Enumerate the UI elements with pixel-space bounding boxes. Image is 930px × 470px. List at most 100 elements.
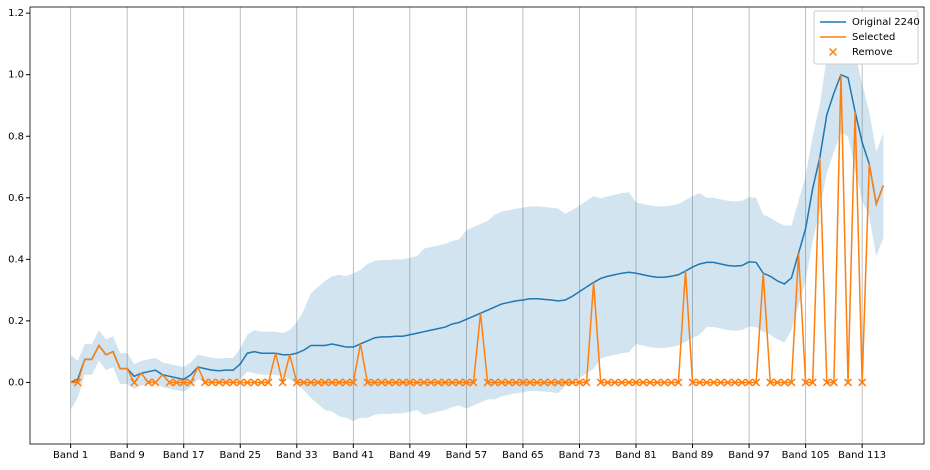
remove-marker: [243, 378, 252, 387]
remove-marker: [525, 378, 535, 387]
remove-marker: [801, 378, 810, 387]
y-tick-label: 1.2: [8, 8, 24, 19]
remove-marker: [165, 378, 174, 387]
remove-marker: [469, 378, 478, 387]
remove-marker: [624, 378, 633, 387]
remove-marker: [547, 378, 556, 387]
remove-marker: [787, 378, 796, 387]
remove-marker: [723, 378, 732, 387]
remove-marker: [448, 378, 457, 387]
y-tick-label: 0.6: [8, 193, 24, 204]
remove-marker: [617, 378, 626, 387]
remove-marker: [610, 378, 619, 387]
remove-marker: [250, 378, 259, 387]
remove-marker: [363, 378, 372, 387]
legend-marker: [828, 47, 838, 57]
remove-marker: [335, 378, 344, 387]
remove-marker: [398, 378, 407, 387]
legend-box: [813, 10, 919, 65]
y-tick-label: 0.0: [8, 377, 24, 388]
remove-marker: [688, 378, 697, 387]
remove-marker: [631, 378, 641, 387]
y-tick-label: 1.0: [8, 70, 24, 81]
remove-marker: [455, 378, 464, 387]
remove-marker: [752, 378, 761, 387]
remove-marker: [462, 378, 471, 387]
series-line: [70, 74, 885, 384]
remove-marker: [186, 378, 195, 387]
x-tick-label: Band 57: [446, 450, 488, 461]
remove-marker: [306, 378, 315, 387]
y-tick-label: 0.4: [8, 254, 24, 265]
remove-marker: [419, 378, 429, 387]
remove-marker: [766, 378, 775, 387]
remove-marker: [321, 378, 330, 387]
legend-label: Selected: [852, 32, 895, 43]
remove-marker: [73, 378, 82, 387]
remove-marker: [377, 378, 386, 387]
remove-marker: [843, 378, 853, 387]
remove-marker: [497, 378, 506, 387]
remove-marker: [695, 378, 704, 387]
legend-label: Remove: [852, 47, 893, 58]
remove-marker: [384, 378, 393, 387]
remove-marker: [568, 378, 577, 387]
remove-marker: [483, 378, 492, 387]
x-tick-label: Band 97: [728, 450, 770, 461]
plot-area: [30, 7, 924, 444]
remove-marker: [370, 378, 379, 387]
remove-marker: [504, 378, 513, 387]
remove-marker: [391, 378, 400, 387]
x-tick-label: Band 25: [219, 450, 261, 461]
remove-marker: [412, 378, 421, 387]
remove-marker: [646, 378, 655, 387]
remove-marker: [151, 378, 160, 387]
remove-marker: [215, 378, 224, 387]
remove-marker: [264, 378, 273, 387]
remove-marker: [561, 378, 570, 387]
remove-marker: [207, 378, 217, 387]
remove-marker: [667, 378, 676, 387]
remove-marker: [639, 378, 648, 387]
x-tick-label: Band 1: [53, 450, 88, 461]
remove-marker: [229, 378, 238, 387]
remove-marker: [511, 378, 520, 387]
remove-marker: [342, 378, 351, 387]
remove-marker: [745, 378, 754, 387]
x-tick-label: Band 65: [502, 450, 544, 461]
remove-marker: [533, 378, 542, 387]
legend-label: Original 2240: [852, 17, 920, 28]
remove-marker: [434, 378, 443, 387]
remove-marker: [405, 378, 414, 387]
x-tick-label: Band 41: [333, 450, 375, 461]
y-tick-label: 0.2: [8, 316, 24, 327]
remove-marker: [292, 378, 301, 387]
remove-marker: [257, 378, 266, 387]
remove-marker: [822, 378, 831, 387]
x-tick-label: Band 17: [163, 450, 205, 461]
remove-marker: [773, 378, 782, 387]
x-tick-label: Band 105: [782, 450, 830, 461]
remove-marker: [236, 378, 245, 387]
x-tick-label: Band 9: [110, 450, 145, 461]
remove-marker: [349, 378, 358, 387]
remove-marker: [709, 378, 718, 387]
remove-marker: [490, 378, 499, 387]
remove-marker: [674, 378, 683, 387]
remove-marker: [596, 378, 605, 387]
remove-marker: [278, 378, 287, 387]
remove-marker: [730, 378, 739, 387]
x-tick-label: Band 33: [276, 450, 318, 461]
std-band: [70, 16, 884, 421]
plot-frame: [29, 6, 925, 445]
x-tick-label: Band 81: [615, 450, 657, 461]
remove-marker: [172, 378, 181, 387]
x-tick-label: Band 89: [672, 450, 714, 461]
x-tick-label: Band 113: [838, 450, 886, 461]
remove-marker: [582, 378, 591, 387]
remove-marker: [702, 378, 711, 387]
x-tick-label: Band 73: [559, 450, 601, 461]
remove-marker: [313, 378, 323, 387]
remove-marker: [540, 378, 549, 387]
